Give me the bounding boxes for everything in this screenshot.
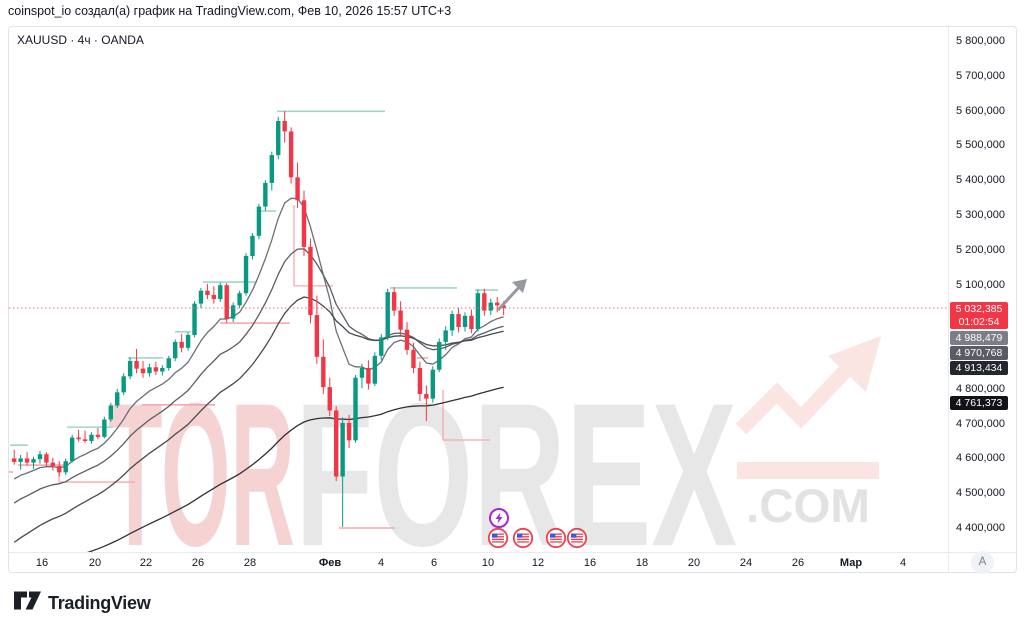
price-axis-label: 4 800,000 — [956, 382, 1005, 395]
time-axis-label: 10 — [481, 557, 495, 569]
last-price-value: 5 032,385 — [955, 303, 1003, 315]
time-axis-label: 20 — [88, 557, 102, 569]
ma4-price-badge: 4 761,373 — [950, 396, 1008, 410]
time-axis-label: 22 — [139, 557, 153, 569]
symbol-title: XAUUSD · 4ч · OANDA — [17, 33, 144, 47]
us-flag-event-icon[interactable] — [512, 527, 534, 549]
price-axis-label: 5 700,000 — [956, 69, 1005, 82]
ma3-price-badge: 4 913,434 — [950, 361, 1008, 375]
low-level-lines — [9, 322, 428, 529]
price-axis-label: 5 500,000 — [956, 139, 1005, 152]
watermark: TOR FOREX .COM — [108, 336, 881, 589]
time-axis-label: 20 — [687, 557, 701, 569]
event-markers[interactable] — [487, 508, 588, 549]
price-axis-label: 5 600,000 — [956, 104, 1005, 117]
time-axis-label: Фев — [318, 557, 342, 569]
price-axis-label: 4 400,000 — [956, 522, 1005, 534]
time-axis-label: Мар — [839, 557, 863, 569]
time-axis-label: 26 — [791, 557, 805, 569]
lightning-event-icon[interactable] — [489, 508, 509, 528]
price-axis-separator — [948, 27, 949, 573]
us-flag-event-icon[interactable] — [487, 527, 509, 549]
time-axis-label: 12 — [531, 557, 545, 569]
time-axis-label: 4 — [377, 557, 385, 569]
time-axis-label: 24 — [739, 557, 753, 569]
ma1-price-badge: 4 988,479 — [950, 331, 1008, 345]
tradingview-logo-icon — [14, 590, 41, 616]
price-axis-label: 4 600,000 — [956, 452, 1005, 465]
price-axis-label: 5 800,000 — [956, 35, 1005, 47]
time-axis-label: 16 — [583, 557, 597, 569]
time-axis-label: 16 — [35, 557, 49, 569]
time-axis-label: 4 — [899, 557, 907, 569]
time-axis-label: 26 — [191, 557, 205, 569]
time-axis-label: 6 — [430, 557, 438, 569]
tradingview-logo-text: TradingView — [48, 592, 151, 613]
us-flag-event-icon[interactable] — [566, 527, 588, 549]
time-axis-separator — [9, 552, 1017, 553]
attribution-text: coinspot_io создал(а) график на TradingV… — [8, 4, 452, 18]
price-axis-label: 5 200,000 — [956, 243, 1005, 256]
us-flag-event-icon[interactable] — [545, 527, 567, 549]
svg-text:FOREX: FOREX — [295, 361, 737, 589]
price-axis-label: 5 400,000 — [956, 174, 1005, 187]
svg-text:.COM: .COM — [746, 479, 870, 532]
auto-scale-button[interactable]: A — [971, 551, 994, 574]
bar-countdown: 01:02:54 — [958, 316, 1000, 328]
last-price-badge: 5 032,385 01:02:54 — [950, 302, 1008, 329]
chart-frame — [8, 26, 1017, 573]
price-axis-label: 4 700,000 — [956, 417, 1005, 430]
time-axis-label: 28 — [243, 557, 257, 569]
price-axis-label: 5 300,000 — [956, 208, 1005, 221]
price-axis-label: 4 500,000 — [956, 487, 1005, 500]
price-axis-label: 5 100,000 — [956, 278, 1005, 291]
time-axis-label: 18 — [635, 557, 649, 569]
svg-text:TOR: TOR — [108, 361, 295, 589]
ma2-price-badge: 4 970,768 — [950, 346, 1008, 360]
candles-layer — [12, 111, 506, 527]
trend-arrow-annotation[interactable] — [496, 279, 527, 312]
tradingview-logo[interactable]: TradingView — [14, 590, 151, 616]
moving-average-lines — [13, 197, 504, 552]
